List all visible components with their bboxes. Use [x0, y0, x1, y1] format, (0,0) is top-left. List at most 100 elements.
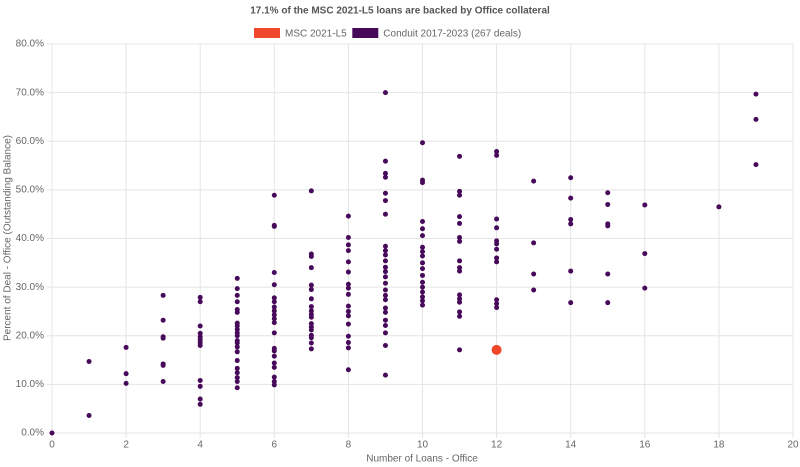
data-point	[382, 158, 388, 164]
data-point	[234, 309, 240, 315]
data-point	[494, 297, 500, 303]
data-point	[382, 243, 388, 249]
data-point	[271, 192, 277, 198]
y-tick-label: 20.0%	[16, 330, 44, 341]
data-point	[271, 348, 277, 354]
data-point	[420, 266, 425, 272]
data-point	[420, 244, 425, 250]
data-point	[308, 282, 314, 288]
data-point	[234, 344, 240, 350]
data-point	[382, 287, 388, 293]
data-point	[494, 246, 500, 252]
data-point	[234, 286, 240, 292]
data-point	[308, 304, 314, 310]
data-point	[494, 259, 500, 265]
data-point	[642, 285, 648, 291]
data-point	[271, 304, 277, 310]
legend-label[interactable]: Conduit 2017-2023 (267 deals)	[383, 29, 521, 40]
y-axis-label: Percent of Deal - Office (Outstanding Ba…	[3, 135, 14, 341]
data-point	[642, 202, 648, 208]
data-point	[382, 323, 388, 329]
data-point	[382, 252, 388, 258]
data-point	[197, 377, 203, 383]
data-point	[271, 353, 277, 359]
data-point	[457, 299, 463, 305]
x-tick-label: 18	[713, 440, 725, 451]
data-point	[308, 265, 314, 271]
data-point	[494, 225, 500, 231]
data-point	[457, 313, 463, 319]
data-point	[271, 308, 277, 314]
data-point	[160, 362, 166, 368]
data-point	[160, 335, 166, 341]
data-point	[494, 305, 500, 311]
data-point	[531, 287, 537, 293]
data-point	[457, 235, 463, 241]
data-point	[382, 317, 388, 323]
x-tick-label: 4	[197, 440, 203, 451]
data-point	[160, 378, 166, 384]
data-point	[345, 367, 351, 373]
data-point	[234, 365, 240, 371]
data-point	[494, 241, 500, 247]
data-point	[234, 292, 240, 298]
data-point	[568, 268, 574, 274]
data-point	[271, 295, 277, 301]
data-point	[234, 370, 240, 376]
data-point	[420, 140, 425, 146]
data-point	[457, 188, 463, 194]
y-tick-label: 80.0%	[16, 39, 44, 50]
data-point	[568, 300, 574, 306]
data-point	[308, 346, 314, 352]
data-point	[531, 271, 537, 277]
legend-swatch[interactable]	[254, 28, 280, 38]
x-tick-label: 6	[272, 440, 278, 451]
x-tick-label: 14	[565, 440, 577, 451]
data-point	[382, 297, 388, 303]
data-point	[308, 253, 314, 259]
data-point	[160, 317, 166, 323]
data-point	[382, 280, 388, 286]
data-point	[271, 320, 277, 326]
data-point	[271, 270, 277, 276]
y-tick-label: 60.0%	[16, 136, 44, 147]
data-point	[382, 170, 388, 176]
data-point	[234, 385, 240, 391]
data-point	[494, 216, 500, 222]
data-point	[568, 221, 574, 227]
data-point	[420, 249, 425, 255]
data-point	[382, 330, 388, 336]
data-point	[345, 269, 351, 275]
data-point	[234, 299, 240, 305]
data-point	[197, 294, 203, 300]
legend-label[interactable]: MSC 2021-L5	[285, 29, 347, 40]
data-point	[420, 284, 425, 290]
data-point	[345, 291, 351, 297]
data-point	[345, 345, 351, 351]
data-point	[308, 188, 314, 194]
data-point	[345, 333, 351, 339]
data-point	[234, 333, 240, 339]
data-point	[382, 198, 388, 204]
data-point	[271, 364, 277, 370]
data-point	[197, 323, 203, 329]
data-point	[308, 296, 314, 302]
data-point	[345, 281, 351, 287]
data-point	[457, 192, 463, 198]
data-point	[494, 301, 500, 307]
data-point	[457, 268, 463, 274]
data-point	[531, 178, 537, 184]
chart-title: 17.1% of the MSC 2021-L5 loans are backe…	[250, 6, 550, 17]
data-point	[494, 148, 500, 154]
data-point	[382, 342, 388, 348]
data-point	[420, 218, 425, 224]
data-point	[531, 240, 537, 246]
data-point	[753, 91, 759, 97]
data-point	[271, 330, 277, 336]
data-point	[271, 382, 277, 388]
legend-swatch[interactable]	[352, 28, 379, 38]
data-point	[345, 235, 351, 241]
data-point	[568, 217, 574, 223]
data-point	[345, 285, 351, 291]
